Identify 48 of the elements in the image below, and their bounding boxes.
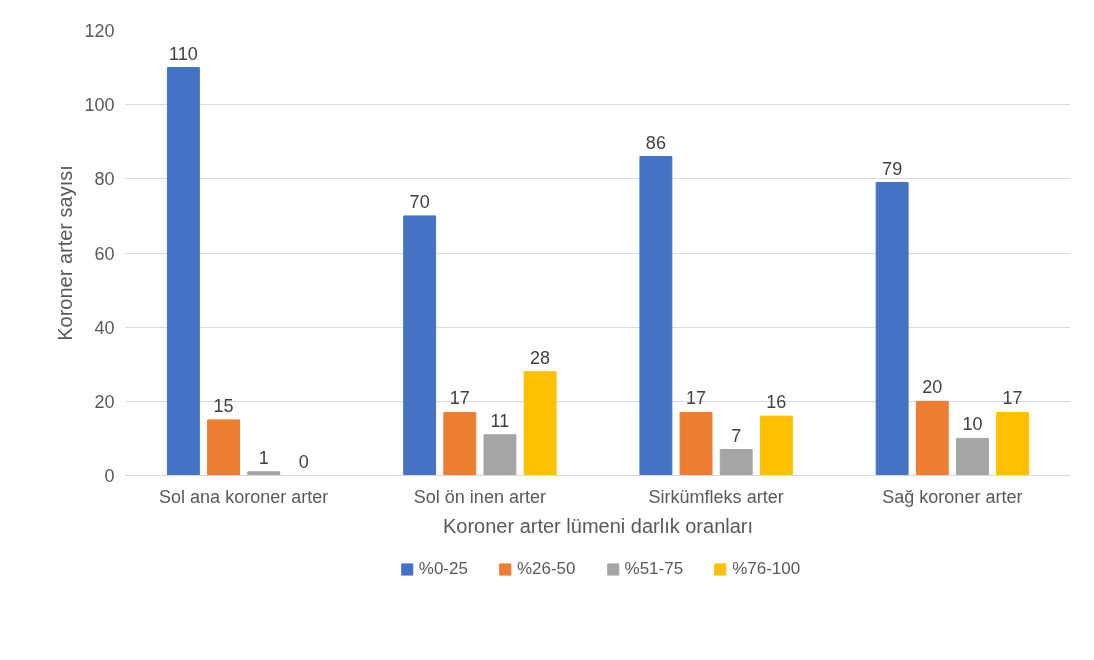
bar — [915, 400, 949, 476]
data-label: 1 — [258, 447, 269, 468]
data-label: 0 — [298, 451, 309, 472]
bar — [207, 419, 240, 476]
data-label: 86 — [645, 132, 666, 153]
legend-label: %76-100 — [732, 559, 801, 579]
data-label: 11 — [490, 410, 510, 431]
y-tick-label: 20 — [94, 391, 115, 412]
y-tick-label: 40 — [94, 317, 115, 338]
legend-label: %0-25 — [418, 559, 468, 579]
x-tick-label: Sirkümfleks arter — [648, 486, 784, 507]
bar — [443, 411, 477, 476]
data-label: 17 — [449, 388, 470, 409]
x-tick-label: Sol ön inen arter — [413, 486, 546, 507]
bar — [247, 471, 281, 476]
bar — [166, 67, 200, 476]
x-axis-title: Koroner arter lümeni darlık oranları — [442, 514, 754, 537]
y-axis-title: Koroner arter sayısı — [54, 165, 77, 341]
legend-label: %26-50 — [516, 559, 576, 579]
legend-label: %51-75 — [624, 559, 684, 579]
y-tick-label: 60 — [94, 243, 115, 264]
data-label: 7 — [731, 425, 742, 446]
data-label: 110 — [169, 43, 198, 64]
data-label: 79 — [882, 158, 903, 179]
bar — [639, 156, 673, 476]
bar — [403, 215, 437, 476]
data-label: 70 — [409, 191, 430, 212]
y-tick-label: 80 — [94, 169, 115, 190]
bar — [679, 411, 713, 476]
bar — [483, 434, 517, 476]
bar — [523, 371, 557, 476]
x-tick-label: Sağ koroner arter — [882, 486, 1023, 507]
x-tick-label: Sol ana koroner arter — [159, 486, 329, 507]
bar — [759, 415, 793, 476]
data-label: 17 — [686, 388, 707, 409]
y-tick-label: 120 — [84, 21, 115, 41]
bar — [875, 182, 909, 476]
data-label: 17 — [1002, 388, 1023, 409]
data-label: 16 — [766, 392, 787, 413]
data-label: 28 — [530, 347, 551, 368]
bar — [996, 411, 1030, 476]
y-tick-label: 100 — [84, 95, 115, 116]
data-label: 20 — [922, 377, 943, 398]
bar — [956, 437, 989, 476]
bar — [719, 449, 753, 476]
y-tick-label: 0 — [104, 466, 115, 486]
data-label: 10 — [962, 414, 983, 435]
data-label: 15 — [213, 395, 234, 416]
